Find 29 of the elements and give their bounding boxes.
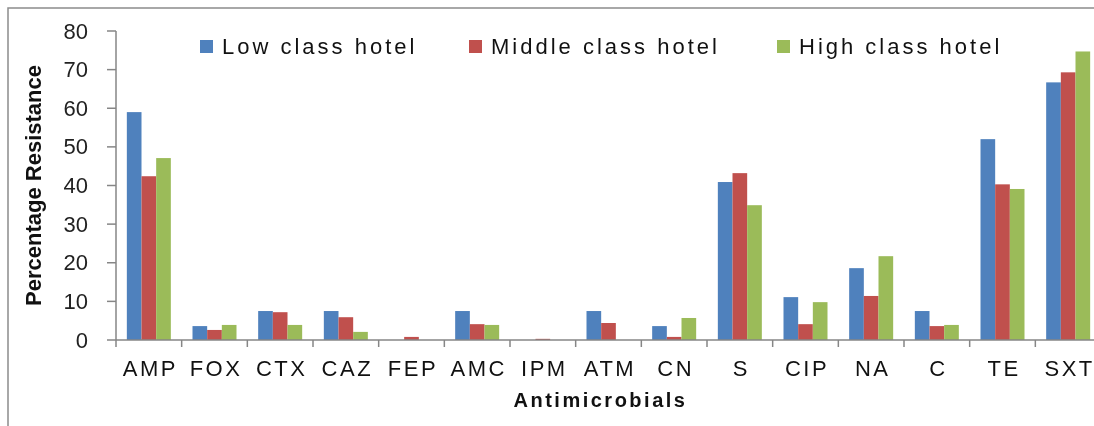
x-tick-label: AMC — [450, 356, 507, 381]
x-tick-label: ATM — [583, 356, 637, 381]
legend-label: Low class hotel — [222, 34, 418, 59]
x-tick-label: C — [929, 356, 948, 381]
y-axis-title: Percentage Resistance — [21, 65, 46, 306]
legend-label: High class hotel — [799, 34, 1003, 59]
x-tick-label: CIP — [784, 356, 830, 381]
y-tick-label: 10 — [63, 288, 88, 314]
y-tick-label: 20 — [63, 250, 88, 276]
x-tick-label: FEP — [387, 356, 439, 381]
x-tick-label: CTX — [255, 356, 308, 381]
y-tick-label: 50 — [63, 134, 88, 160]
x-tick-label: CN — [657, 356, 695, 381]
x-tick-label: FOX — [189, 356, 243, 381]
y-tick-label: 0 — [75, 327, 88, 353]
x-tick-label: IPM — [521, 356, 568, 381]
x-tick-label: SXT — [1044, 356, 1094, 381]
y-tick-label: 60 — [63, 95, 88, 121]
y-tick-label: 40 — [63, 173, 88, 198]
x-tick-label: TE — [987, 356, 1021, 381]
legend-label: Middle class hotel — [491, 34, 720, 59]
x-tick-label: NA — [854, 356, 891, 381]
x-axis-title: Antimicrobials — [513, 389, 688, 411]
y-tick-label: 30 — [63, 211, 88, 237]
x-tick-label: S — [732, 356, 750, 381]
x-tick-label: CAZ — [321, 356, 374, 381]
x-tick-label: AMP — [122, 356, 178, 381]
y-tick-label: 70 — [63, 57, 88, 83]
y-tick-label: 80 — [63, 18, 88, 44]
